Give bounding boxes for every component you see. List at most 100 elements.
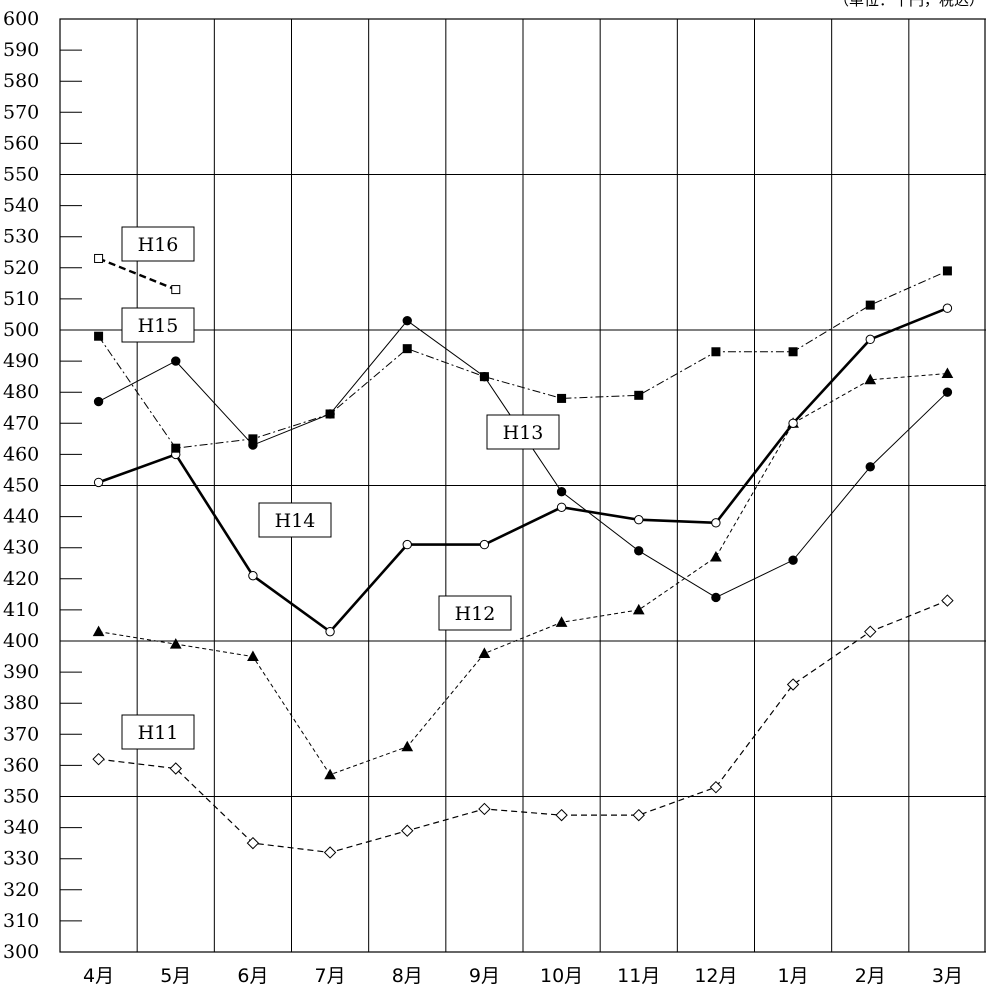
point-h15: [325, 409, 335, 419]
y-tick-label: 380: [3, 692, 39, 714]
point-h12: [632, 603, 645, 615]
series-label-text: H15: [138, 315, 179, 337]
series-label-text: H14: [275, 510, 316, 532]
point-h15: [479, 372, 489, 382]
x-tick-label: 10月: [540, 965, 583, 987]
x-tick-label: 1月: [778, 965, 809, 987]
unit-note: （単位：千円，税込）: [834, 0, 984, 9]
point-h11: [478, 802, 491, 816]
point-h14: [711, 518, 721, 528]
x-tick-label: 2月: [855, 965, 886, 987]
series-h11: [92, 594, 954, 859]
point-h14: [634, 515, 644, 525]
y-tick-label: 530: [3, 226, 39, 248]
point-h15: [557, 393, 567, 403]
y-tick-label: 580: [3, 70, 39, 92]
point-h15: [171, 443, 181, 453]
point-h15: [634, 390, 644, 400]
point-h11: [941, 594, 954, 607]
y-tick-label: 460: [3, 443, 39, 465]
series-label-text: H11: [138, 722, 179, 744]
point-h15: [865, 300, 875, 310]
point-h12: [864, 373, 877, 385]
point-h14: [556, 502, 567, 512]
series-label-box: [486, 414, 560, 450]
point-h15: [788, 347, 798, 357]
point-h12: [401, 740, 414, 752]
point-h15: [942, 266, 952, 276]
point-h11: [786, 678, 800, 691]
y-tick-label: 400: [3, 630, 39, 652]
point-h14: [865, 334, 875, 345]
point-h15: [402, 344, 412, 354]
y-tick-label: 570: [3, 101, 39, 123]
y-tick-label: 540: [3, 195, 39, 217]
series-labels: H16 H15 H14 H13 H12 H11: [121, 226, 560, 750]
series-h16: [94, 253, 181, 295]
point-h12: [710, 551, 722, 562]
y-tick-label: 440: [3, 506, 39, 528]
point-h11: [92, 752, 105, 766]
series-line-h16: [98, 257, 177, 291]
series-label-h16: H16: [121, 226, 195, 262]
point-h15: [248, 434, 258, 444]
point-h11: [401, 824, 414, 837]
point-h13: [634, 546, 644, 556]
series-h15: [94, 266, 952, 453]
y-tick-label: 360: [3, 754, 39, 776]
y-tick-label: 330: [3, 848, 39, 870]
y-tick-label: 390: [3, 661, 39, 683]
series-label-text: H16: [138, 234, 179, 256]
point-h12: [324, 768, 336, 780]
point-h11: [169, 762, 182, 775]
series-label-h13: H13: [486, 414, 560, 450]
point-h13: [171, 356, 181, 366]
y-tick-label: 430: [3, 537, 39, 559]
grid: [59, 18, 986, 953]
x-axis-ticks: 4月 5月 6月 7月 8月 9月 10月 11月 12月 1月 2月 3月: [83, 965, 963, 987]
series-line-h12: [98, 373, 948, 776]
y-tick-label: 590: [3, 39, 39, 61]
series-label-h14: H14: [258, 502, 332, 538]
series-label-h11: H11: [121, 714, 195, 750]
y-tick-label: 300: [3, 941, 39, 963]
y-tick-label: 490: [3, 350, 39, 372]
y-tick-label: 500: [3, 319, 39, 341]
series-line-h15: [98, 270, 948, 449]
point-h14: [479, 539, 490, 550]
point-h12: [478, 647, 491, 658]
x-tick-label: 11月: [617, 965, 660, 987]
x-tick-label: 8月: [392, 965, 423, 987]
x-tick-label: 3月: [932, 965, 963, 987]
y-tick-label: 310: [3, 910, 39, 932]
point-h16: [94, 253, 104, 263]
y-tick-label: 350: [3, 786, 39, 808]
series-label-text: H12: [455, 603, 496, 625]
series-line-h14: [98, 307, 948, 634]
point-h11: [246, 836, 260, 850]
x-tick-label: 4月: [83, 965, 114, 987]
point-h13: [788, 555, 798, 565]
point-h11: [709, 780, 723, 794]
point-h14: [788, 418, 798, 428]
series-h14: [93, 303, 953, 637]
y-tick-label: 480: [3, 381, 39, 403]
y-axis-ticks: 300 310 320 330 340 350 360 370 380 390 400 410 420 4…: [3, 8, 82, 963]
x-tick-label: 12月: [694, 965, 737, 987]
y-tick-label: 450: [3, 475, 39, 497]
point-h11: [632, 808, 645, 822]
point-h15: [94, 331, 104, 341]
y-tick-label: 410: [3, 599, 39, 621]
series-label-box: [258, 502, 332, 538]
point-h14: [325, 626, 335, 637]
point-h14: [402, 539, 412, 550]
point-h12: [169, 638, 182, 649]
point-h12: [941, 367, 954, 379]
series-label-box: [121, 307, 195, 343]
y-tick-label: 510: [3, 288, 39, 310]
series-label-box: [438, 595, 512, 631]
point-h11: [323, 846, 337, 859]
series-label-h12: H12: [438, 595, 512, 631]
point-h16: [171, 285, 181, 295]
point-h13: [942, 387, 953, 397]
